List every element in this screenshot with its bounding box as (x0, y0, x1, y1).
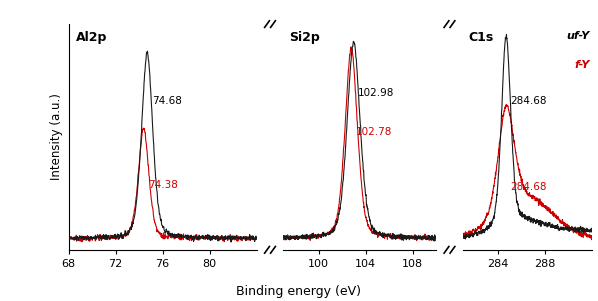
Text: uf-Y: uf-Y (566, 31, 590, 41)
Text: Si2p: Si2p (289, 31, 321, 44)
Text: f-Y: f-Y (574, 60, 590, 70)
Text: 284.68: 284.68 (510, 182, 547, 191)
Y-axis label: Intensity (a.u.): Intensity (a.u.) (50, 94, 63, 180)
Text: C1s: C1s (468, 31, 493, 44)
Text: Al2p: Al2p (77, 31, 108, 44)
Text: 102.78: 102.78 (355, 127, 392, 137)
Text: 74.38: 74.38 (148, 180, 178, 190)
Text: 102.98: 102.98 (358, 88, 394, 98)
Text: Binding energy (eV): Binding energy (eV) (236, 285, 362, 298)
Text: 74.68: 74.68 (152, 96, 182, 106)
Text: 284.68: 284.68 (510, 96, 547, 106)
